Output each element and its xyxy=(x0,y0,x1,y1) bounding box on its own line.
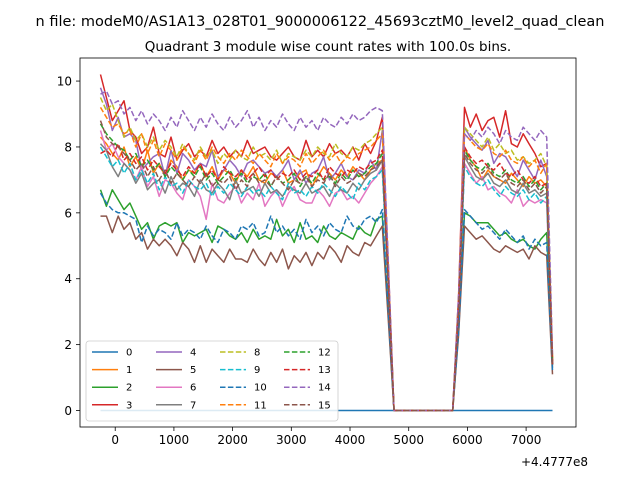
legend-label: 6 xyxy=(190,383,196,394)
legend-label: 1 xyxy=(126,365,132,376)
x-tick-label: 6000 xyxy=(452,433,483,447)
legend-label: 7 xyxy=(190,400,196,411)
x-tick-label: 1000 xyxy=(159,433,190,447)
series-line-9 xyxy=(99,146,554,412)
series-line-3 xyxy=(99,74,554,412)
x-tick-label: 2000 xyxy=(217,433,248,447)
series-line-14 xyxy=(100,90,554,412)
series-line-8 xyxy=(99,97,554,412)
legend-label: 11 xyxy=(254,400,267,411)
series-line-11 xyxy=(99,107,554,412)
x-tick-label: 7000 xyxy=(511,433,542,447)
legend-box xyxy=(85,340,339,422)
x-tick-label: 3000 xyxy=(276,433,307,447)
x-tick-label: 4000 xyxy=(335,433,366,447)
series-line-10 xyxy=(99,192,554,412)
figure-suptitle: n file: modeM0/AS1A13_028T01_9000006122_… xyxy=(36,14,605,30)
series-line-15 xyxy=(99,120,554,412)
y-tick-label: 10 xyxy=(57,75,72,89)
y-tick-label: 4 xyxy=(64,272,72,286)
y-tick-label: 2 xyxy=(64,338,72,352)
series-line-7 xyxy=(99,143,554,412)
y-tick-label: 8 xyxy=(64,140,72,154)
legend-label: 3 xyxy=(126,400,132,411)
y-tick-label: 6 xyxy=(64,206,72,220)
legend-label: 13 xyxy=(318,365,331,376)
series-line-12 xyxy=(99,123,554,412)
legend-label: 4 xyxy=(190,348,196,359)
legend-label: 14 xyxy=(318,383,331,394)
legend-label: 12 xyxy=(318,348,331,359)
series-line-5 xyxy=(100,215,554,412)
y-tick-label: 0 xyxy=(64,404,72,418)
x-tick-label: 0 xyxy=(111,433,119,447)
series-layer xyxy=(99,74,554,412)
legend-label: 0 xyxy=(126,348,132,359)
legend-label: 15 xyxy=(318,400,331,411)
axes-frame xyxy=(79,57,577,428)
x-offset-label: +4.4777e8 xyxy=(521,455,588,469)
chart-title: Quadrant 3 module wise count rates with … xyxy=(145,39,511,55)
legend-label: 10 xyxy=(254,383,267,394)
legend-label: 2 xyxy=(126,383,132,394)
series-line-13 xyxy=(100,142,554,412)
legend-label: 5 xyxy=(190,365,196,376)
legend-label: 8 xyxy=(254,348,260,359)
legend-label: 9 xyxy=(254,365,260,376)
series-line-6 xyxy=(99,130,554,412)
x-tick-label: 5000 xyxy=(393,433,424,447)
